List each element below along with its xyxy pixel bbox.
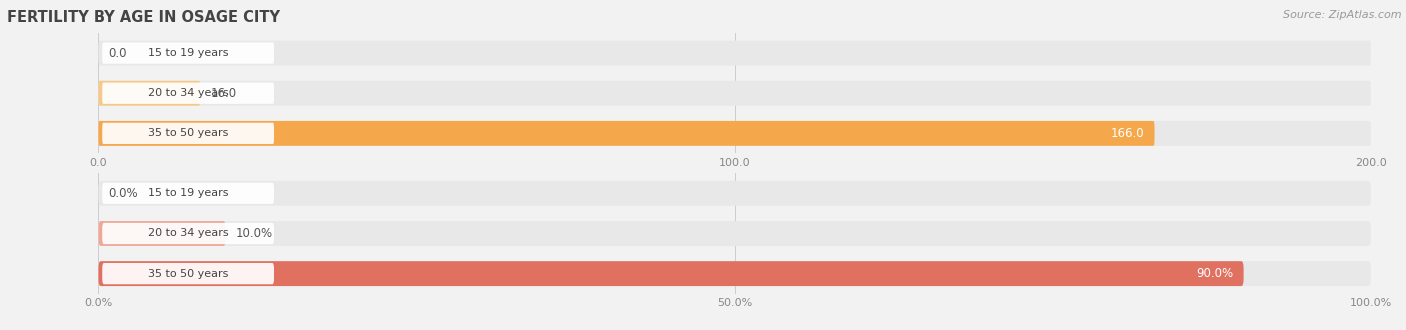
FancyBboxPatch shape [98,181,1371,206]
FancyBboxPatch shape [98,81,1371,106]
FancyBboxPatch shape [103,43,274,64]
Text: 166.0: 166.0 [1111,127,1144,140]
FancyBboxPatch shape [98,261,1371,286]
FancyBboxPatch shape [103,183,274,204]
Text: 90.0%: 90.0% [1197,267,1233,280]
Text: 16.0: 16.0 [211,87,236,100]
FancyBboxPatch shape [98,121,1371,146]
Text: 35 to 50 years: 35 to 50 years [148,128,228,138]
FancyBboxPatch shape [98,261,1244,286]
Text: 20 to 34 years: 20 to 34 years [148,88,228,98]
Text: 35 to 50 years: 35 to 50 years [148,269,228,279]
Text: 0.0: 0.0 [108,47,127,60]
FancyBboxPatch shape [103,82,274,104]
FancyBboxPatch shape [98,81,200,106]
Text: 0.0%: 0.0% [108,187,138,200]
Text: 15 to 19 years: 15 to 19 years [148,48,228,58]
Text: 20 to 34 years: 20 to 34 years [148,228,228,239]
FancyBboxPatch shape [98,41,1371,66]
Text: Source: ZipAtlas.com: Source: ZipAtlas.com [1284,10,1402,20]
Text: 15 to 19 years: 15 to 19 years [148,188,228,198]
FancyBboxPatch shape [98,121,1154,146]
FancyBboxPatch shape [98,221,225,246]
FancyBboxPatch shape [103,123,274,144]
Text: FERTILITY BY AGE IN OSAGE CITY: FERTILITY BY AGE IN OSAGE CITY [7,10,280,25]
Text: 10.0%: 10.0% [236,227,273,240]
FancyBboxPatch shape [103,223,274,244]
FancyBboxPatch shape [103,263,274,284]
FancyBboxPatch shape [98,221,1371,246]
